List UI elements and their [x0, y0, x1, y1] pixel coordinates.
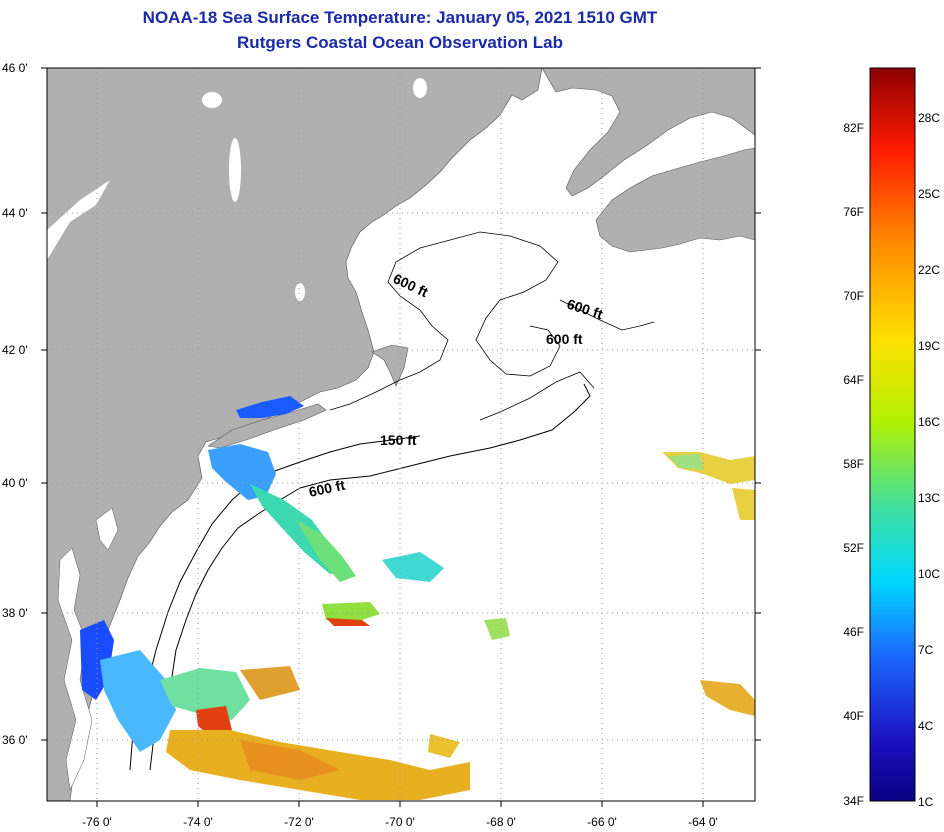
contour-600ft-shelf [149, 383, 591, 771]
lat-label: 46 0' [2, 61, 28, 75]
sst-patch-mid [240, 666, 300, 700]
st-lawrence-river [47, 180, 110, 260]
sst-patch-va-offshore [160, 668, 250, 720]
land-long-island [207, 403, 327, 449]
f-label: 52F [843, 541, 864, 555]
f-label: 70F [843, 289, 864, 303]
sst-patch-south-warm [240, 740, 340, 780]
sst-patch-east-2 [668, 454, 704, 470]
f-label: 46F [843, 625, 864, 639]
chesapeake-bay [57, 547, 93, 791]
sst-data [80, 396, 755, 800]
sst-patch-shelf-warm [296, 520, 356, 582]
land-cape-cod [371, 344, 409, 387]
c-label: 22C [918, 263, 940, 277]
map-title: NOAA-18 Sea Surface Temperature: January… [142, 8, 658, 27]
sst-patch-offshore-3 [326, 618, 370, 626]
c-label: 7C [918, 643, 934, 657]
tick-marks [41, 67, 761, 807]
sst-patch-offshore-2 [322, 602, 380, 624]
sst-patch-offshore-1 [382, 552, 444, 582]
c-label: 13C [918, 491, 940, 505]
graticule [47, 68, 755, 801]
lat-label: 42 0' [2, 343, 28, 357]
lon-label: -66 0' [587, 815, 617, 829]
c-label: 28C [918, 111, 940, 125]
f-label: 76F [843, 205, 864, 219]
lat-label: 44 0' [2, 206, 28, 220]
lon-label: -68 0' [486, 815, 516, 829]
color-scale-bar [869, 67, 916, 802]
color-legend: 82F 76F 70F 64F 58F 52F 46F 40F 34F 28C … [843, 67, 940, 809]
lake [413, 78, 427, 98]
sst-patch-va [100, 650, 176, 752]
lake [229, 138, 241, 202]
contour-label: 600 ft [307, 477, 346, 500]
lon-label: -74 0' [183, 815, 213, 829]
land-nova-scotia [595, 147, 755, 253]
contour-label: 600 ft [546, 331, 583, 347]
c-label: 4C [918, 719, 934, 733]
lat-label: 38 0' [2, 606, 28, 620]
contour-600ft-gulf [329, 231, 561, 411]
land-new-brunswick [541, 68, 755, 197]
lon-label: -72 0' [284, 815, 314, 829]
lon-label: -76 0' [82, 815, 112, 829]
f-label: 40F [843, 709, 864, 723]
lon-label: -64 0' [688, 815, 718, 829]
map-frame [46, 67, 756, 802]
lat-label: 36 0' [2, 733, 28, 747]
f-label: 58F [843, 457, 864, 471]
lake [202, 92, 222, 108]
sst-patch-nj [208, 444, 276, 500]
c-label: 16C [918, 415, 940, 429]
f-label: 64F [843, 373, 864, 387]
c-label: 1C [918, 795, 934, 809]
lat-label: 40 0' [2, 476, 28, 490]
delaware-bay [95, 507, 119, 551]
sst-patch-southeast [700, 680, 755, 716]
lake [295, 283, 305, 301]
c-label: 10C [918, 567, 940, 581]
lon-label: -70 0' [385, 815, 415, 829]
contour-label: 150 ft [380, 432, 417, 448]
c-label: 25C [918, 187, 940, 201]
sst-patch-offshore-4 [484, 618, 510, 640]
sst-patch-cold [236, 396, 304, 418]
contour-600ft-georges [479, 299, 655, 421]
sst-patch-east-3 [732, 488, 755, 520]
c-label: 19C [918, 339, 940, 353]
f-label: 82F [843, 121, 864, 135]
map-subtitle: Rutgers Coastal Ocean Observation Lab [237, 33, 563, 52]
f-label: 34F [843, 794, 864, 808]
